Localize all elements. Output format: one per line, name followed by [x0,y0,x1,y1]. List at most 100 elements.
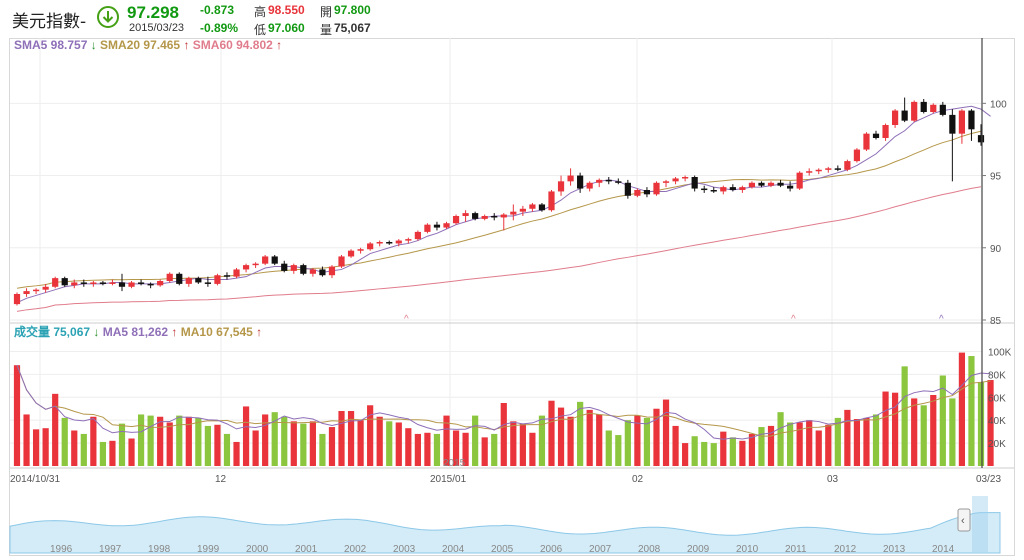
navigator-year-label: 2010 [736,544,759,555]
candle-body [577,175,584,189]
candle-body [968,110,975,130]
navigator-year-label: 2005 [491,544,514,555]
open-label: 開 [320,5,333,19]
chart-frame [9,38,1015,556]
volume-bar [643,417,651,466]
volume-legend-arrow-icon: ↑ [171,325,177,339]
volume-bar [538,415,546,466]
candle-body [252,263,259,266]
volume-value: 75,067 [334,21,371,35]
price-tick-label: 90 [990,244,1002,255]
candle-body [500,214,507,218]
volume-bar [748,433,756,466]
candle-body [481,216,488,219]
candle-body [347,250,355,257]
candle-body [815,169,822,172]
volume-bar [319,433,326,466]
candle-body [605,179,612,182]
volume-bar [958,352,966,466]
volume-bar [204,425,211,466]
date-tick-label: 2014/10/31 [10,474,60,485]
volume-bar [815,430,822,466]
navigator-year-label: 1999 [197,544,220,555]
candle-body [872,133,880,138]
date-tick-label: 03/23 [976,474,1001,485]
low-value: 97.060 [268,21,305,35]
volume-bar [987,380,994,466]
candle-body [538,204,546,211]
low-label: 低 [254,23,267,37]
candle-body [71,282,78,286]
candle-body [710,190,717,192]
volume-bar [882,391,889,466]
candle-body [376,242,383,244]
navigator-years: 1996 1997 1998 1999 2000 2001 2002 2003 2004 2005… [50,544,955,555]
volume-bar [968,356,975,466]
candles [13,97,985,306]
candle-body [510,211,517,215]
volume-bar [233,441,240,466]
volume-legend-item: MA10 67,545 [177,325,256,339]
candle-body [42,286,49,290]
candle-body [13,294,21,305]
volume-bar [682,443,689,466]
down-arrow-icon [97,6,119,28]
candle-body [729,187,736,190]
candle-body [691,177,698,189]
volume-legend-item: 成交量 75,067 [14,324,93,339]
navigator-year-label: 2013 [883,544,906,555]
volume-bar [137,414,145,466]
volume-bar [376,416,383,466]
candle-body [920,101,927,112]
candle-body [844,161,851,170]
navigator-year-label: 2002 [344,544,367,555]
volume-bar [176,415,183,466]
candle-body [596,179,603,183]
candle-body [615,181,622,183]
candle-body [882,125,889,138]
volume-bar [281,416,288,466]
volume-bar [510,421,517,466]
candle-body [672,178,679,182]
candle-body [338,256,345,267]
price-tick-label: 95 [990,172,1002,183]
volume-bar [443,415,450,466]
volume-bar [338,411,345,466]
navigator-year-label: 2007 [589,544,612,555]
navigator-window[interactable] [972,496,988,552]
candle-body [233,269,240,277]
date-axis: 2014/10/31 12 2015/01 02 03 03/23 [10,474,1001,485]
volume-bar [825,424,832,466]
candle-body [748,182,756,188]
volume-bar [977,382,985,466]
price-axis: 100 95 90 85 [982,99,1007,327]
candle-body [452,216,460,224]
volume-moving-averages [16,365,991,440]
volume-bar [52,393,59,466]
candle-body [834,168,841,170]
volume-bar [185,416,192,466]
open-value: 97.800 [334,3,371,17]
candle-body [682,177,689,179]
candle-body [472,213,479,219]
volume-bar [309,421,316,466]
navigator-area [9,512,1001,554]
navigator-year-label: 2004 [442,544,465,555]
navigator-year-label: 2011 [785,544,807,555]
candle-body [634,190,641,196]
navigator-handle[interactable] [957,508,971,532]
candle-body [32,289,40,292]
navigator-year-label: 2009 [687,544,710,555]
volume-tick-label: 20K [988,439,1006,450]
candle-body [958,110,966,134]
volume-bar [395,422,402,466]
volume-bar [557,407,565,466]
volume-bar [567,416,574,466]
volume-bar [624,420,631,466]
volume-bar [42,428,49,466]
navigator-year-label: 2001 [295,544,318,555]
volume-bar [290,421,297,466]
candle-body [557,181,565,192]
volume-bar [195,417,202,466]
